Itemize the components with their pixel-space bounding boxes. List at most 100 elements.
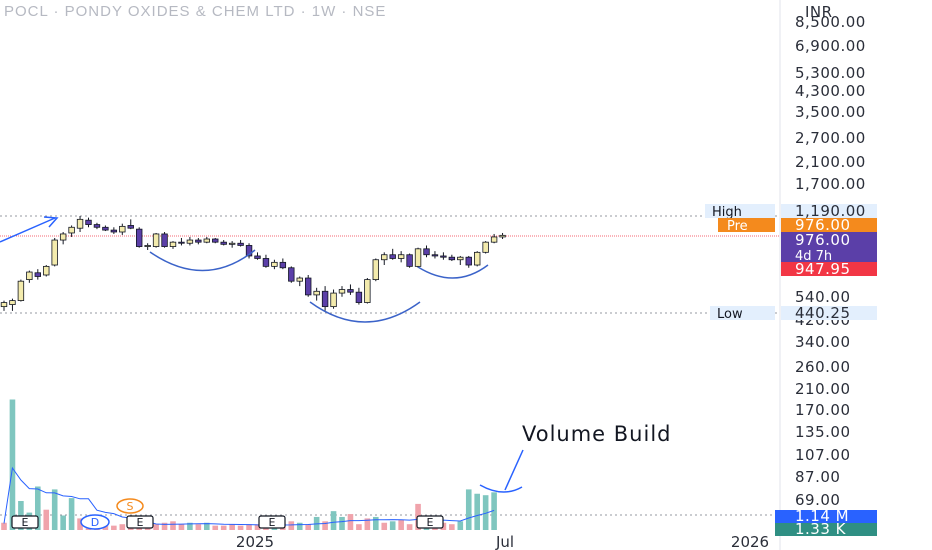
candle-body (43, 265, 50, 276)
volume-bar (51, 489, 58, 530)
pre-value: 976.00 (795, 216, 851, 234)
dividend-event-marker[interactable] (80, 514, 110, 530)
volume-bar (195, 524, 202, 530)
low-label-box (710, 306, 775, 320)
candle-body (355, 291, 363, 303)
y-tick-label: 3,500.00 (795, 103, 866, 121)
candle-body (440, 255, 447, 258)
candle-body (34, 272, 41, 277)
volume-bar (339, 516, 345, 530)
candle-body (9, 300, 16, 305)
volume-bar (482, 495, 489, 530)
left-shoulder-arc (149, 249, 256, 272)
candle-body (473, 251, 481, 266)
candle-body (372, 259, 379, 281)
high-label-box (705, 204, 775, 218)
volume-bar (212, 525, 219, 530)
earnings-event-marker[interactable] (126, 515, 154, 529)
trend-arrow-line (0, 217, 56, 243)
x-tick-label: 2026 (731, 533, 769, 550)
currency-label: INR (805, 3, 833, 21)
candle-body (271, 261, 278, 267)
earnings-event-marker[interactable] (258, 515, 286, 529)
candle-body (161, 233, 168, 247)
candle-body (0, 302, 8, 308)
y-tick-label: 170.00 (795, 401, 851, 419)
volume-bar (153, 524, 159, 530)
candle-body (152, 233, 160, 247)
candle-body (262, 258, 270, 267)
candle-body (17, 280, 25, 301)
volume-ma-value: 1.33 K (795, 520, 847, 538)
volume-bar (305, 524, 311, 530)
candle-body (499, 234, 506, 238)
candle-body (457, 256, 464, 261)
split-event-marker[interactable] (116, 498, 144, 514)
earnings-event-marker[interactable] (11, 515, 39, 529)
volume-bar (457, 521, 464, 530)
volume-bar (187, 522, 193, 530)
volume-bar (381, 522, 388, 530)
volume-bar (474, 493, 480, 530)
volume-value: 1.14 M (795, 507, 849, 525)
volume-bar (229, 524, 235, 530)
candle-body (245, 245, 253, 257)
y-tick-label: 8,500.00 (795, 13, 866, 31)
candle-body (119, 225, 126, 233)
high-value: 1,190.00 (795, 202, 866, 220)
volume-build-annotation[interactable]: Volume Build (522, 422, 672, 446)
candle-body (228, 242, 236, 245)
volume-bar (356, 524, 362, 530)
last-price: 976.00 (795, 231, 851, 249)
volume-bar (119, 524, 126, 530)
volume-bar (68, 498, 75, 530)
countdown-box (781, 249, 877, 262)
candle-body (68, 226, 75, 234)
dividend-event-label: D (91, 516, 99, 529)
y-tick-label: 107.00 (795, 446, 851, 464)
candle-body (127, 225, 134, 229)
y-tick-label: 87.00 (795, 468, 840, 486)
high-value-box (781, 204, 877, 218)
volume-bar (449, 524, 455, 530)
candle-body (321, 290, 329, 308)
price-axis[interactable]: 8,500.00 6,900.00 5,300.004,300.00 3,500.00… (795, 13, 866, 509)
pre-label-box (718, 218, 775, 232)
volume-bar (246, 524, 252, 530)
candle-body (178, 241, 185, 244)
pre-value-box (781, 218, 877, 232)
x-tick-label: Jul (495, 533, 514, 550)
candle-body (397, 254, 405, 259)
earnings-event-marker[interactable] (416, 515, 444, 529)
time-axis[interactable]: 2025 Jul 2026 (236, 533, 769, 550)
candle-body (304, 277, 312, 296)
candle-body (296, 277, 303, 282)
last-price-box (781, 232, 877, 249)
candle-body (288, 267, 295, 282)
y-tick-label: 210.00 (795, 380, 851, 398)
y-tick-label: 2,100.00 (795, 153, 866, 171)
earnings-event-label: E (427, 516, 434, 529)
candle-body (102, 226, 109, 231)
volume-bar (373, 516, 379, 530)
candle-body (482, 241, 489, 253)
volume-bar (9, 399, 16, 530)
volume-bar (254, 524, 261, 530)
high-label: High (712, 205, 742, 220)
volume-bar (330, 511, 337, 530)
candle-body (431, 254, 439, 257)
candle-body (254, 255, 261, 259)
y-tick-label: 1,700.00 (795, 175, 866, 193)
volume-bar (347, 514, 354, 530)
volume-bar (465, 489, 472, 530)
pre-label: Pre (727, 219, 748, 234)
volume-bar (237, 525, 244, 530)
candle-body (220, 241, 227, 245)
event-markers[interactable]: E D ESE E (11, 498, 444, 530)
candle-body (212, 238, 219, 243)
candle-body (51, 239, 58, 266)
prev-close: 947.95 (795, 260, 851, 278)
volume-bar (322, 521, 328, 530)
y-tick-label: 340.00 (795, 333, 851, 351)
